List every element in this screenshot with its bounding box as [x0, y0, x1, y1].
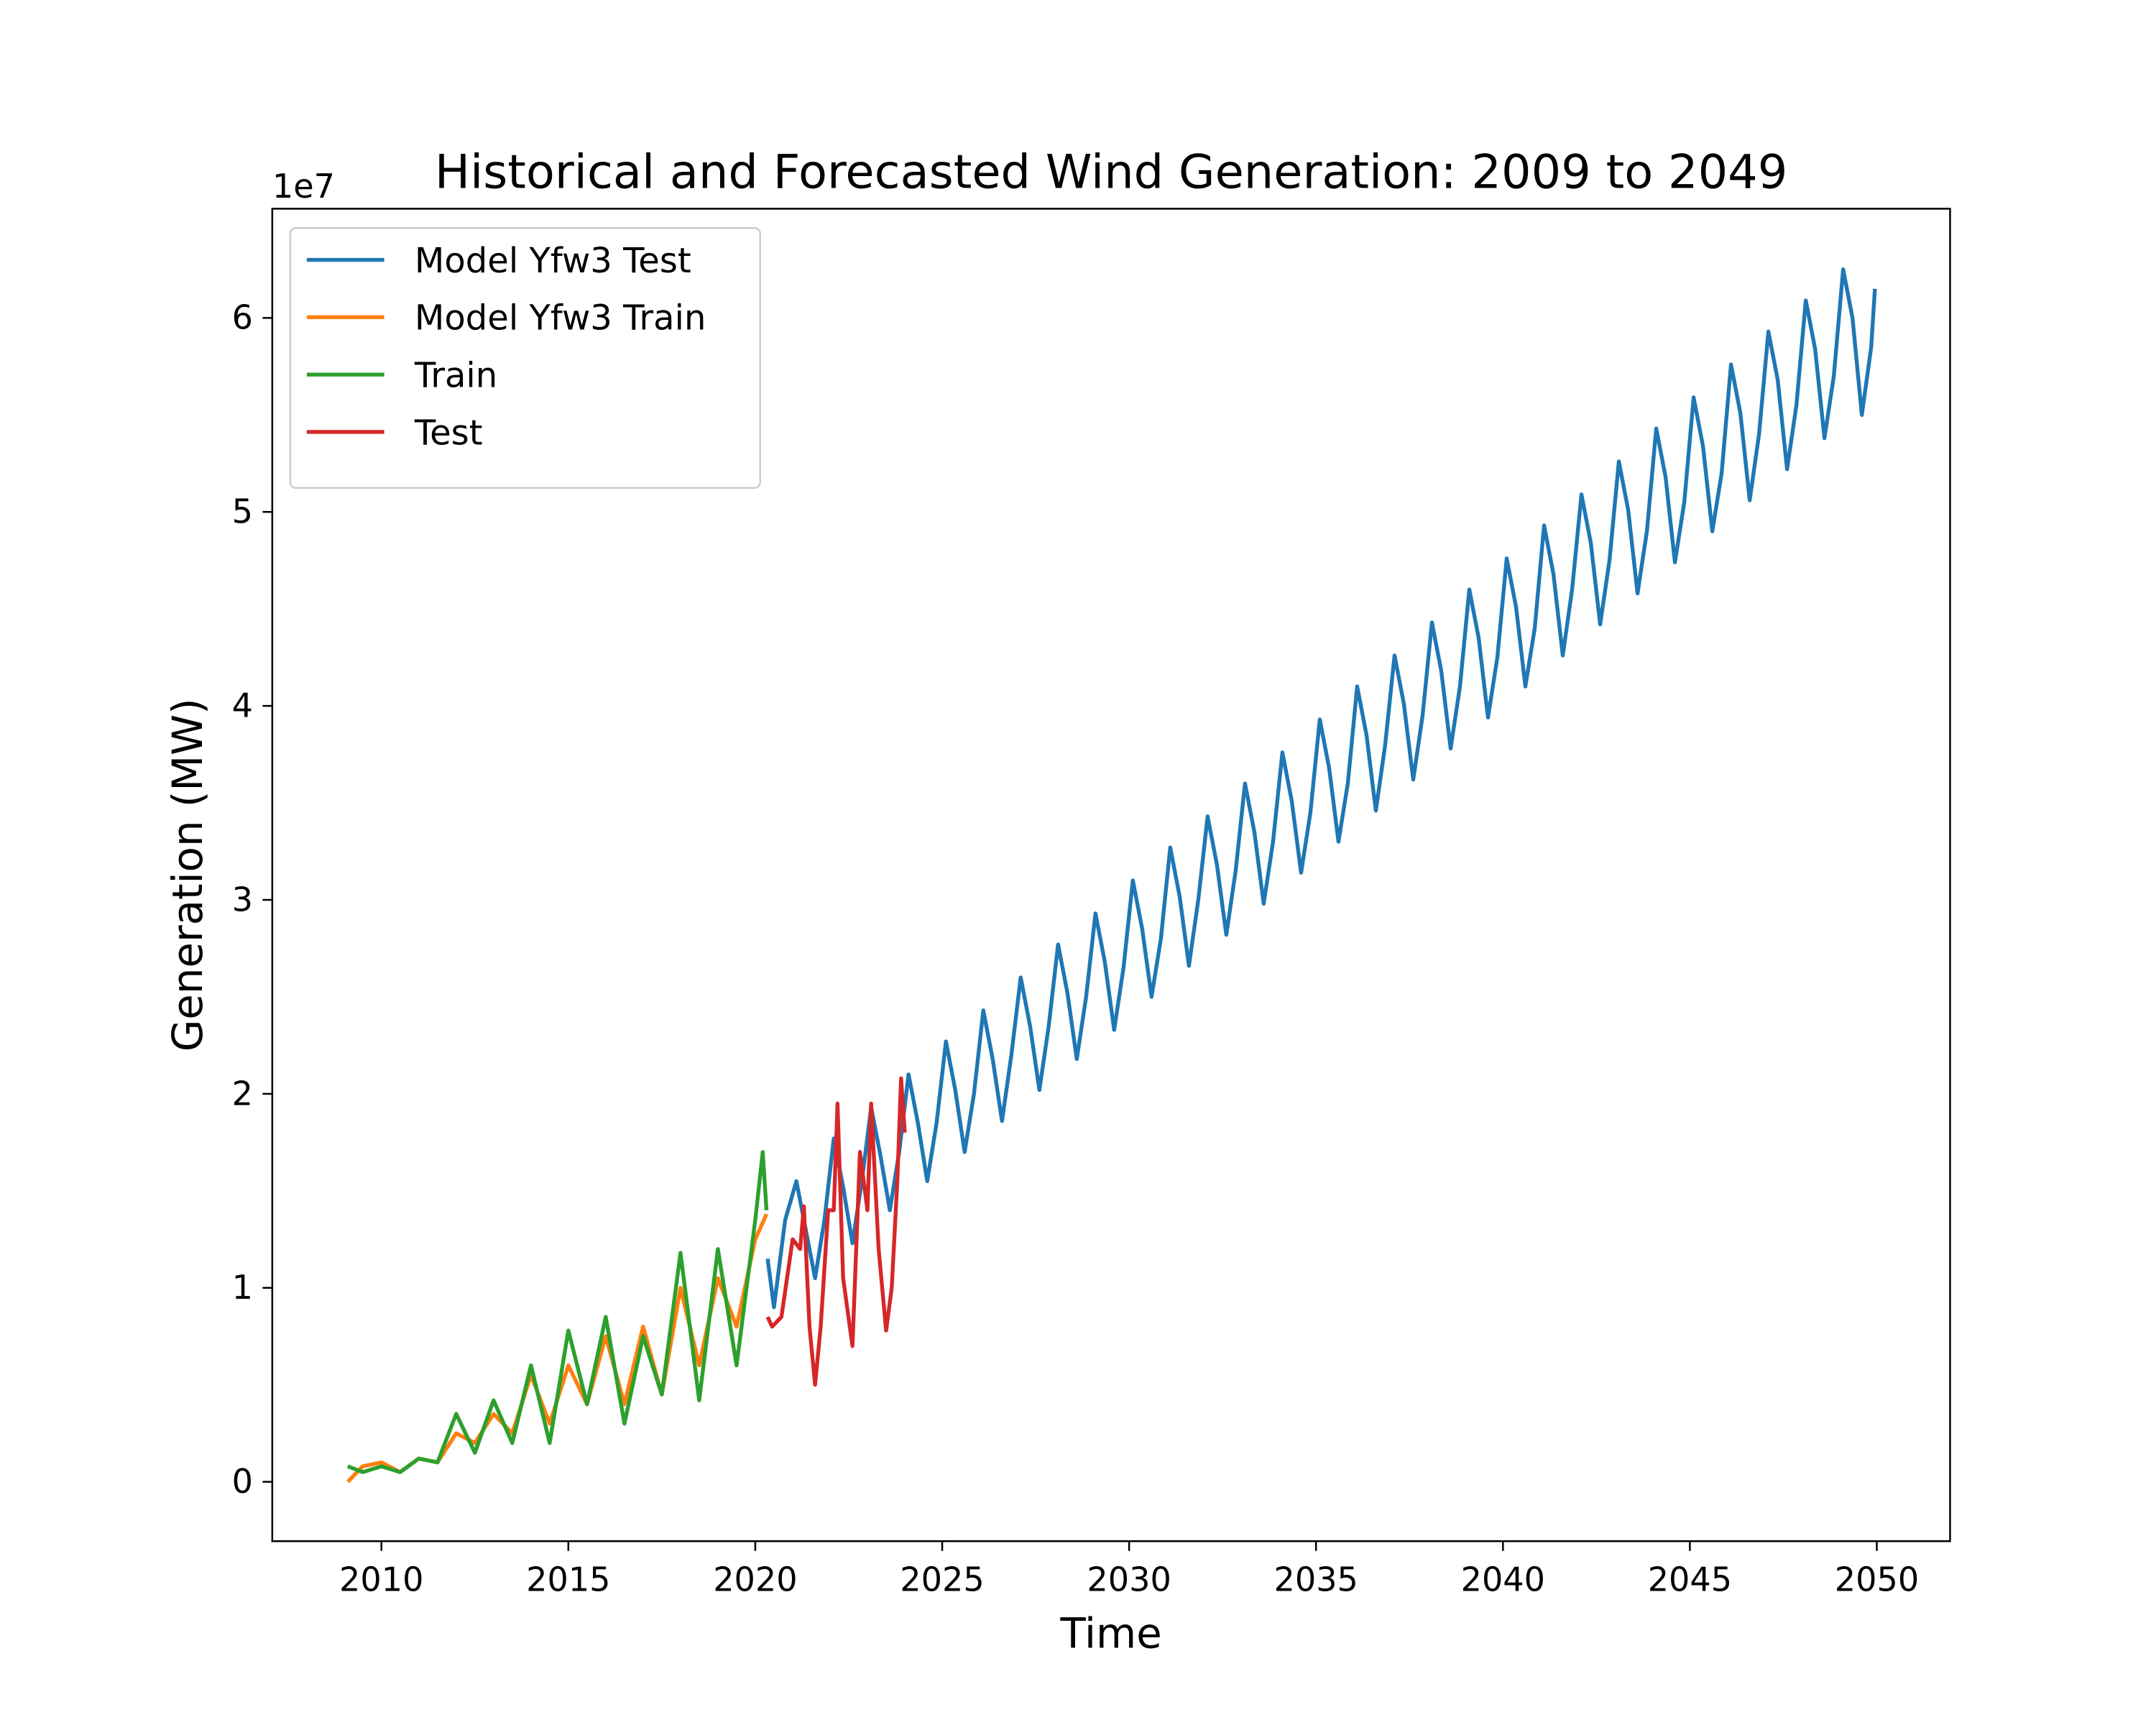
x-axis-label: Time	[1060, 1609, 1162, 1657]
legend-label: Test	[414, 413, 483, 453]
legend-label: Train	[414, 355, 497, 395]
x-tick-label: 2035	[1273, 1560, 1358, 1598]
chart-title: Historical and Forecasted Wind Generatio…	[435, 145, 1787, 200]
series-line	[346, 1150, 769, 1474]
legend-label: Model Yfw3 Train	[415, 298, 706, 339]
x-tick-label: 2030	[1087, 1560, 1171, 1598]
legend-label: Model Yfw3 Test	[415, 241, 691, 281]
x-tick-label: 2040	[1461, 1560, 1545, 1598]
x-tick-label: 2020	[713, 1560, 797, 1598]
y-tick-label: 0	[232, 1462, 253, 1501]
x-tick-label: 2010	[339, 1560, 423, 1598]
y-offset-label: 1e7	[272, 167, 335, 206]
x-tick-label: 2015	[526, 1560, 610, 1598]
series-line	[765, 1076, 907, 1387]
y-tick-label: 3	[232, 880, 253, 919]
x-tick-label: 2045	[1648, 1560, 1732, 1598]
x-tick-label: 2025	[900, 1560, 984, 1598]
legend-box	[289, 227, 761, 489]
plot-frame	[271, 208, 1951, 1542]
y-tick-label: 5	[232, 492, 253, 531]
y-tick-label: 2	[232, 1074, 253, 1113]
y-tick-label: 4	[232, 686, 253, 724]
x-tick-label: 2050	[1835, 1560, 1919, 1598]
y-tick-label: 1	[232, 1268, 253, 1307]
y-axis-label: Generation (MW)	[163, 698, 212, 1052]
series-line	[765, 267, 1877, 1310]
y-tick-label: 6	[232, 298, 253, 337]
